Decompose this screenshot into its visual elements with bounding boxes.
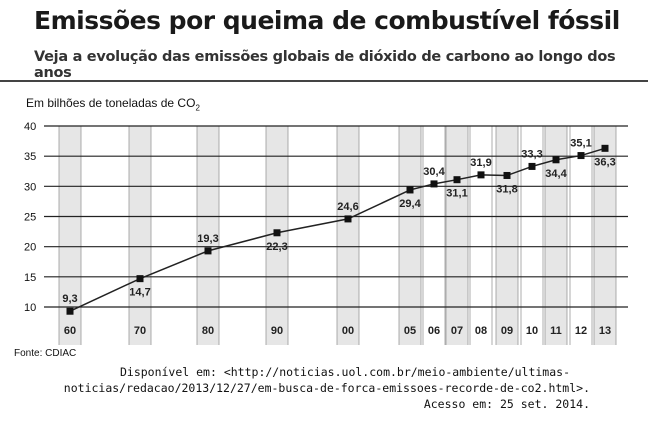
y-tick-label: 25 bbox=[24, 212, 36, 224]
column-band bbox=[399, 126, 421, 345]
x-tick-label: 60 bbox=[64, 325, 76, 337]
data-point bbox=[528, 162, 536, 170]
x-tick-label: 10 bbox=[526, 325, 538, 337]
data-label: 34,4 bbox=[545, 168, 567, 180]
data-point bbox=[136, 275, 144, 283]
x-tick-label: 80 bbox=[202, 325, 214, 337]
x-tick-label: 07 bbox=[451, 325, 463, 337]
data-label: 31,1 bbox=[446, 188, 467, 200]
y-tick-label: 15 bbox=[24, 272, 36, 284]
data-label: 22,3 bbox=[266, 241, 287, 253]
data-label: 9,3 bbox=[62, 293, 77, 305]
data-point bbox=[477, 171, 485, 179]
x-tick-label: 12 bbox=[575, 325, 587, 337]
citation-line: noticias/redacao/2013/12/27/em-busca-de-… bbox=[63, 381, 590, 395]
x-tick-label: 70 bbox=[134, 325, 146, 337]
data-label: 24,6 bbox=[337, 201, 358, 213]
series-line bbox=[69, 147, 606, 312]
data-label: 33,3 bbox=[521, 148, 542, 160]
x-tick-label: 09 bbox=[501, 325, 513, 337]
citation-line: Acesso em: 25 set. 2014. bbox=[423, 397, 590, 411]
x-tick-label: 90 bbox=[271, 325, 283, 337]
column-band bbox=[197, 126, 219, 345]
data-point bbox=[552, 156, 560, 164]
column-band bbox=[594, 126, 616, 345]
column-band bbox=[129, 126, 151, 345]
data-point bbox=[430, 180, 438, 188]
column-band bbox=[545, 126, 567, 345]
citation-line: Disponível em: <http://noticias.uol.com.… bbox=[119, 365, 571, 379]
column-band bbox=[446, 126, 468, 345]
column-band bbox=[496, 126, 518, 345]
citation: Disponível em: <http://noticias.uol.com.… bbox=[0, 364, 590, 412]
y-tick-label: 30 bbox=[24, 181, 36, 193]
data-point bbox=[503, 171, 511, 179]
unit-subscript: 2 bbox=[195, 103, 200, 113]
data-label: 36,3 bbox=[594, 156, 615, 168]
data-point bbox=[453, 176, 461, 184]
y-tick-label: 10 bbox=[24, 302, 36, 314]
page-subtitle: Veja a evolução das emissões globais de … bbox=[34, 49, 616, 81]
data-label: 31,8 bbox=[496, 183, 517, 195]
data-point bbox=[273, 229, 281, 237]
data-label: 31,9 bbox=[470, 157, 491, 169]
source-label: Fonte: CDIAC bbox=[14, 348, 77, 359]
unit-text: Em bilhões de toneladas de CO bbox=[26, 96, 196, 110]
unit-label: Em bilhões de toneladas de CO2 bbox=[26, 96, 200, 112]
page-title: Emissões por queima de combustível fóssi… bbox=[34, 6, 620, 35]
column-band bbox=[59, 126, 81, 345]
data-label: 19,3 bbox=[197, 233, 218, 245]
x-tick-label: 08 bbox=[475, 325, 487, 337]
data-point bbox=[66, 307, 74, 315]
data-point bbox=[406, 186, 414, 194]
divider bbox=[0, 80, 648, 82]
data-label: 29,4 bbox=[399, 198, 421, 210]
data-label: 30,4 bbox=[423, 166, 445, 178]
x-tick-label: 00 bbox=[342, 325, 354, 337]
data-point bbox=[344, 215, 352, 223]
data-point bbox=[601, 144, 609, 152]
x-tick-label: 11 bbox=[550, 325, 562, 337]
x-tick-label: 05 bbox=[404, 325, 416, 337]
data-label: 14,7 bbox=[129, 287, 150, 299]
data-point bbox=[204, 247, 212, 255]
x-tick-label: 06 bbox=[428, 325, 440, 337]
y-tick-label: 35 bbox=[24, 151, 36, 163]
y-tick-label: 20 bbox=[24, 242, 36, 254]
column-band bbox=[337, 126, 359, 345]
y-tick-label: 40 bbox=[24, 121, 36, 133]
data-label: 35,1 bbox=[570, 138, 591, 150]
data-point bbox=[577, 152, 585, 160]
x-tick-label: 13 bbox=[599, 325, 611, 337]
